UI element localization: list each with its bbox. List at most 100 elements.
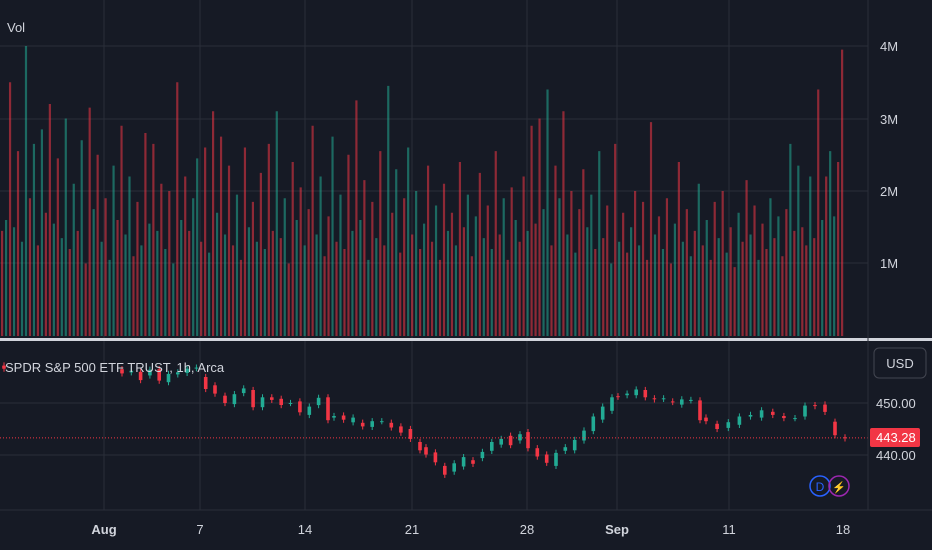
volume-bar xyxy=(136,201,139,337)
volume-bar xyxy=(88,107,91,337)
volume-bar xyxy=(415,191,418,336)
volume-bar xyxy=(383,245,386,337)
volume-bar xyxy=(606,205,609,336)
volume-bar xyxy=(28,198,32,336)
volume-bar xyxy=(172,263,175,336)
volume-bar xyxy=(566,234,569,336)
volume-bar xyxy=(152,143,155,337)
candle-body xyxy=(823,404,827,412)
candle-body xyxy=(661,398,666,400)
volume-bar xyxy=(24,46,28,336)
candle-body xyxy=(499,438,503,445)
candle-body xyxy=(176,372,180,375)
volume-bar xyxy=(697,183,700,336)
volume-bar xyxy=(689,256,692,336)
volume-bar xyxy=(223,234,227,336)
volume-bar xyxy=(411,234,414,336)
candle-body xyxy=(194,367,199,369)
volume-bar xyxy=(506,259,509,337)
volume-bar xyxy=(355,100,358,337)
price-tick-450: 450.00 xyxy=(876,396,916,411)
candle-body xyxy=(563,447,568,451)
candle-body xyxy=(389,422,394,428)
volume-bar xyxy=(192,198,195,336)
volume-bar xyxy=(343,249,346,336)
volume-bar xyxy=(462,227,465,336)
volume-bar xyxy=(510,187,513,337)
volume-bar xyxy=(44,212,47,336)
candle-body xyxy=(737,416,742,425)
volume-bar xyxy=(546,89,549,336)
volume-bar xyxy=(526,230,529,337)
volume-bar xyxy=(590,194,593,337)
volume-bar xyxy=(208,252,211,337)
volume-bar xyxy=(323,256,326,336)
volume-bar xyxy=(657,216,661,337)
candle-body xyxy=(726,422,731,428)
volume-bar xyxy=(837,162,840,336)
volume-bar xyxy=(387,85,390,337)
volume-bar xyxy=(359,220,362,336)
currency-button[interactable] xyxy=(873,347,927,379)
volume-bar xyxy=(825,176,828,336)
volume-bar xyxy=(793,230,796,337)
volume-bar xyxy=(669,263,673,336)
volume-bar xyxy=(403,198,406,336)
volume-bar xyxy=(530,125,533,336)
candle-body xyxy=(408,429,413,439)
candle-body xyxy=(279,398,283,405)
dividend-badge[interactable] xyxy=(809,475,831,497)
volume-bar xyxy=(430,241,434,336)
volume-bar xyxy=(562,111,565,336)
volume-bar xyxy=(423,223,426,337)
volume-bar xyxy=(303,245,306,337)
candle-body xyxy=(332,416,336,418)
volume-bar xyxy=(634,191,637,336)
candle-body xyxy=(759,410,764,418)
time-tick-11: 11 xyxy=(722,522,736,537)
pane-separator[interactable] xyxy=(0,338,932,341)
volume-bar xyxy=(164,249,167,336)
volume-bar xyxy=(442,183,446,336)
volume-bar xyxy=(395,169,398,336)
volume-bar xyxy=(645,259,649,337)
candle-body xyxy=(443,465,447,475)
volume-bar xyxy=(626,252,629,337)
volume-bar xyxy=(809,176,812,336)
volume-bar xyxy=(558,198,561,336)
volume-bar xyxy=(108,259,111,337)
volume-bar xyxy=(407,147,410,336)
volume-bar xyxy=(160,183,163,336)
volume-bar xyxy=(733,267,736,337)
candle-body xyxy=(380,421,384,423)
volume-bar xyxy=(741,241,744,336)
volume-bar xyxy=(713,201,716,337)
candle-body xyxy=(843,437,847,439)
volume-bar xyxy=(299,187,302,337)
volume-bar xyxy=(4,220,8,336)
volume-bar xyxy=(466,194,469,337)
time-axis[interactable]: Aug 7 14 21 28 Sep 11 18 xyxy=(91,522,850,537)
volume-bar xyxy=(247,227,251,336)
event-badge[interactable] xyxy=(828,475,850,497)
volume-bar xyxy=(813,238,816,337)
candle-body xyxy=(480,451,485,459)
volume-bar xyxy=(717,238,720,337)
volume-bar xyxy=(319,176,322,336)
volume-bar xyxy=(705,220,708,336)
time-tick-7: 7 xyxy=(196,522,203,537)
volume-bar xyxy=(685,209,688,337)
candle-body xyxy=(616,396,620,398)
volume-bar xyxy=(570,191,573,336)
volume-bar xyxy=(653,234,657,336)
candle-body xyxy=(148,369,152,376)
volume-bar xyxy=(805,245,808,337)
volume-bar xyxy=(419,249,422,336)
symbol-legend[interactable]: SPDR S&P 500 ETF TRUST, 1h, Arca xyxy=(5,360,225,375)
volume-bar xyxy=(833,216,836,337)
candle-body xyxy=(793,418,797,420)
candle-body xyxy=(341,415,346,420)
volume-bar xyxy=(498,234,501,336)
volume-bar xyxy=(339,194,342,337)
candle-body xyxy=(670,401,675,403)
